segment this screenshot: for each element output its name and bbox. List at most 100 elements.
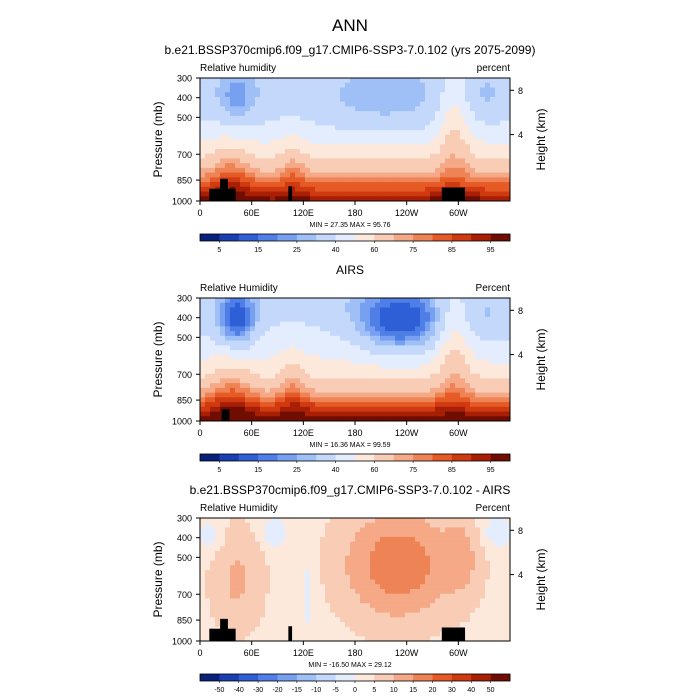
contour-cell	[400, 350, 406, 356]
contour-cell	[485, 82, 491, 88]
contour-cell	[205, 579, 211, 585]
contour-cell	[400, 186, 406, 192]
contour-cell	[465, 196, 471, 202]
contour-cell	[365, 111, 371, 117]
contour-cell	[480, 350, 486, 356]
contour-cell	[345, 555, 351, 561]
contour-cell	[365, 397, 371, 403]
contour-cell	[395, 312, 401, 318]
contour-cell	[295, 335, 301, 341]
contour-cell	[505, 345, 511, 351]
contour-cell	[500, 186, 506, 192]
contour-cell	[480, 196, 486, 202]
contour-cell	[340, 579, 346, 585]
contour-cell	[495, 101, 501, 107]
contour-cell	[500, 392, 506, 398]
contour-cell	[235, 182, 241, 188]
contour-cell	[255, 115, 261, 121]
contour-cell	[210, 359, 216, 365]
contour-cell	[245, 392, 251, 398]
contour-cell	[260, 82, 266, 88]
contour-cell	[390, 546, 396, 552]
contour-cell	[425, 598, 431, 604]
contour-cell	[220, 527, 226, 533]
contour-cell	[420, 636, 426, 642]
contour-cell	[325, 411, 331, 417]
contour-cell	[415, 125, 421, 131]
contour-cell	[255, 350, 261, 356]
contour-cell	[435, 392, 441, 398]
contour-cell	[240, 125, 246, 131]
contour-cell	[330, 555, 336, 561]
contour-cell	[365, 134, 371, 140]
contour-cell	[480, 111, 486, 117]
contour-cell	[455, 101, 461, 107]
contour-cell	[415, 153, 421, 159]
contour-cell	[235, 555, 241, 561]
contour-cell	[285, 617, 291, 623]
contour-cell	[315, 584, 321, 590]
contour-cell	[230, 345, 236, 351]
contour-cell	[200, 560, 206, 566]
contour-cell	[335, 172, 341, 178]
contour-cell	[415, 130, 421, 136]
contour-cell	[410, 565, 416, 571]
contour-cell	[400, 551, 406, 557]
contour-cell	[345, 383, 351, 389]
contour-cell	[465, 387, 471, 394]
contour-cell	[215, 584, 221, 590]
contour-cell	[400, 411, 406, 417]
contour-cell	[240, 340, 246, 346]
contour-cell	[270, 345, 276, 351]
contour-cell	[325, 115, 331, 121]
contour-cell	[210, 570, 216, 576]
contour-cell	[490, 120, 496, 126]
contour-cell	[275, 631, 281, 637]
contour-cell	[240, 593, 246, 599]
contour-cell	[365, 565, 371, 571]
contour-cell	[310, 139, 316, 145]
contour-cell	[370, 345, 376, 351]
contour-cell	[340, 139, 346, 145]
contour-cell	[425, 416, 431, 422]
contour-cell	[215, 359, 221, 365]
contour-cell	[405, 167, 411, 174]
contour-cell	[200, 191, 206, 197]
contour-cell	[235, 397, 241, 403]
contour-cell	[230, 584, 236, 590]
contour-cell	[290, 603, 296, 609]
contour-cell	[500, 546, 506, 552]
contour-cell	[420, 541, 426, 547]
contour-cell	[505, 416, 511, 422]
contour-cell	[460, 555, 466, 561]
contour-cell	[330, 359, 336, 365]
contour-cell	[420, 172, 426, 178]
contour-cell	[405, 536, 411, 543]
contour-cell	[375, 626, 381, 632]
contour-cell	[330, 196, 336, 202]
contour-cell	[220, 326, 226, 332]
contour-cell	[460, 368, 466, 375]
contour-cell	[205, 158, 211, 164]
contour-cell	[415, 177, 421, 183]
contour-cell	[490, 158, 496, 164]
contour-cell	[455, 603, 461, 609]
colorbar-box	[355, 234, 375, 241]
contour-cell	[405, 560, 411, 566]
contour-cell	[430, 196, 436, 202]
contour-cell	[410, 106, 416, 112]
contour-cell	[280, 392, 286, 398]
contour-cell	[250, 312, 256, 318]
contour-cell	[440, 546, 446, 552]
contour-cell	[225, 340, 231, 346]
contour-cell	[450, 163, 456, 169]
contour-cell	[385, 340, 391, 346]
contour-cell	[215, 387, 221, 394]
contour-cell	[500, 298, 506, 304]
contour-cell	[500, 153, 506, 159]
contour-cell	[205, 331, 211, 337]
contour-cell	[350, 345, 356, 351]
contour-cell	[425, 593, 431, 599]
contour-cell	[275, 359, 281, 365]
contour-cell	[320, 612, 326, 618]
